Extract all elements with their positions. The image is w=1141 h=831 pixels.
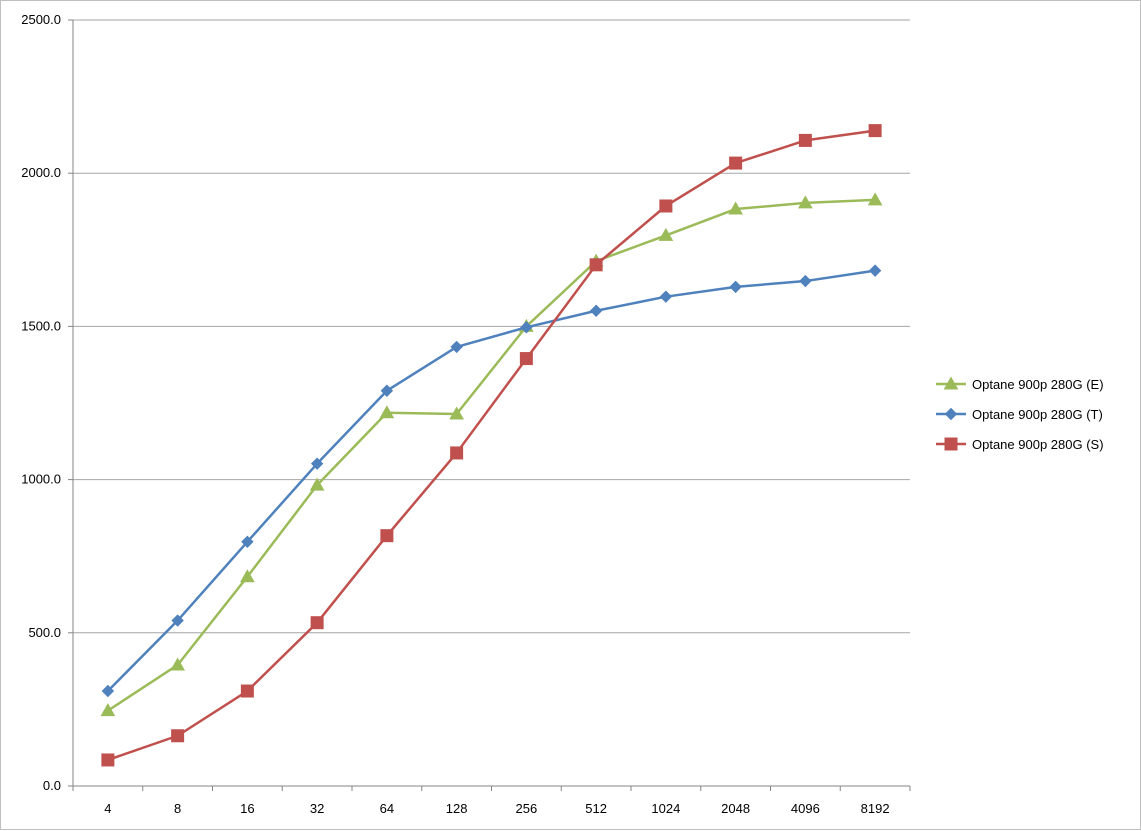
series-diamond [101,264,882,698]
data-point [449,406,464,420]
data-point [100,703,116,717]
legend: Optane 900p 280G (E) Optane 900p 280G (T)… [936,376,1104,452]
y-tick-label: 500.0 [28,625,61,640]
y-tick-label: 2000.0 [21,165,61,180]
data-point [101,753,115,767]
x-tick-label: 256 [516,801,538,816]
x-tick-label: 4 [104,801,111,816]
data-point [520,321,533,334]
data-point [867,192,883,206]
data-point [450,446,464,460]
data-point [380,529,394,543]
y-tick-label: 1500.0 [21,318,61,333]
data-point [101,684,115,698]
data-point [868,264,882,277]
data-point [309,477,325,491]
axes: 0.0 500.0 1000.0 1500.0 2000.0 2500.0 4 8 16 32 64… [21,12,911,816]
legend-marker [943,376,959,390]
gridlines [73,19,910,634]
legend-marker [944,437,958,451]
x-tick-label: 8 [174,801,181,816]
data-point [589,258,603,272]
data-point [589,304,603,317]
x-tick-label: 16 [240,801,254,816]
data-point [519,352,533,366]
data-point [310,616,324,630]
data-point [310,457,324,470]
x-tick-label: 128 [446,801,468,816]
y-tick-label: 0.0 [43,778,61,793]
data-point [240,569,255,583]
x-tick-label: 512 [585,801,607,816]
data-point [450,340,463,354]
data-point [798,195,813,209]
legend-label: Optane 900p 280G (E) [972,377,1104,392]
legend-entry: Optane 900p 280G (E) [936,376,1104,392]
y-tick-label: 1000.0 [21,472,61,487]
data-point [728,201,743,215]
data-point [798,133,812,147]
x-tick-label: 32 [310,801,324,816]
data-point [729,280,742,294]
data-point [379,405,395,419]
legend-marker [944,407,958,421]
data-point [659,199,673,213]
data-point [171,614,184,627]
data-point [241,535,254,549]
legend-entry: Optane 900p 280G (T) [936,407,1103,422]
legend-label: Optane 900p 280G (T) [972,407,1103,422]
y-tick-label: 2500.0 [21,12,61,27]
x-tick-label: 8192 [861,801,890,816]
legend-label: Optane 900p 280G (S) [972,437,1104,452]
data-point [380,384,394,397]
x-tick-label: 2048 [721,801,750,816]
x-tick-label: 4096 [791,801,820,816]
data-point [240,684,254,698]
series-square [101,124,882,767]
series-line [107,129,876,762]
data-point [729,156,743,170]
series-group [100,124,883,767]
series-line [106,269,876,692]
legend-entry: Optane 900p 280G (S) [936,437,1104,452]
data-point [799,274,812,288]
data-point [658,227,674,241]
data-point [171,729,185,743]
data-point [659,290,673,303]
x-tick-label: 64 [380,801,394,816]
series-line [107,198,876,712]
series-triangle [100,192,883,717]
x-tick-label: 1024 [651,801,680,816]
data-point [868,124,882,138]
data-point [170,657,185,671]
